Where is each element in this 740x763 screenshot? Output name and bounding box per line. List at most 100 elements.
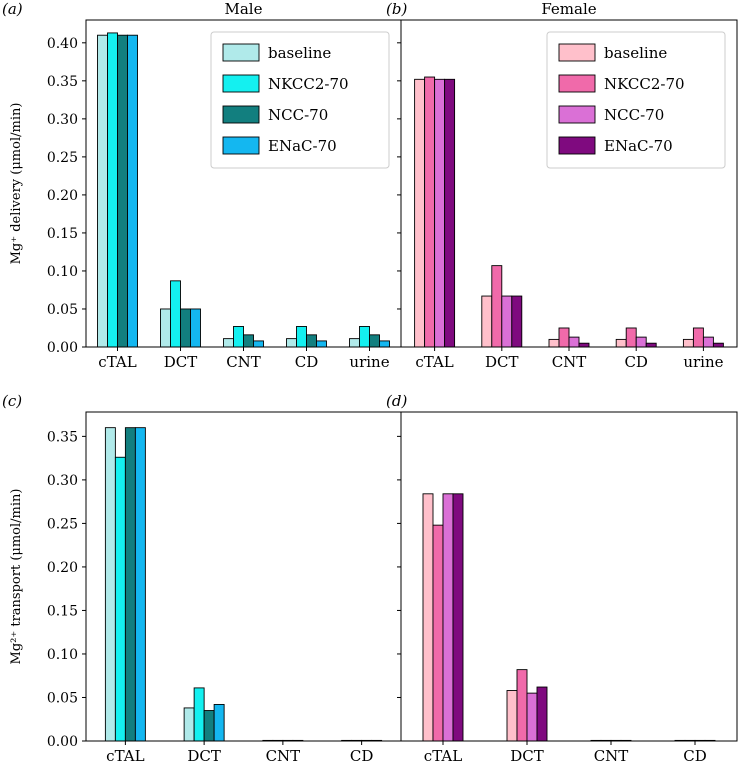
x-tick-label: urine [349,353,389,371]
panel-label: (d) [386,392,407,410]
bar-ncc-70-cd [635,336,647,348]
legend-swatch-nkcc2-70 [558,74,596,93]
bar-baseline-cnt [223,338,234,348]
bar-baseline-dct [506,690,518,742]
x-tick-label: CD [350,747,374,763]
y-tick-label: 0.35 [47,74,78,90]
bar-enac-70-dct [536,686,548,742]
legend-swatch-ncc-70 [558,105,596,124]
bar-enac-70-ctal [127,34,138,348]
x-tick-label: cTAL [424,747,462,763]
y-tick-label: 0.10 [47,647,78,663]
bar-enac-70-ctal [444,78,456,348]
bar-baseline-urine [349,338,360,348]
bar-enac-70-dct [213,703,225,742]
bar-ncc-70-ctal [434,78,446,348]
bar-nkcc2-70-dct [491,265,503,348]
bar-nkcc2-70-ctal [107,32,118,348]
bar-baseline-cd [286,338,297,348]
y-tick-label: 0.10 [47,264,78,280]
y-axis-label: Mg⁺ delivery (μmol/min) [9,103,24,265]
bar-nkcc2-70-ctal [432,524,444,742]
x-tick-label: CD [683,747,707,763]
legend-label-baseline: baseline [268,44,331,62]
bar-baseline-ctal [414,78,426,348]
y-tick-label: 0.40 [47,36,78,52]
x-tick-label: cTAL [106,747,144,763]
x-tick-label: CD [624,353,648,371]
y-tick-label: 0.15 [47,226,78,242]
bar-enac-70-urine [712,342,724,348]
legend-label-ncc-70: NCC-70 [268,106,328,124]
y-tick-label: 0.20 [47,560,78,576]
bar-baseline-dct [160,308,171,348]
y-tick-label: 0.30 [47,112,78,128]
bar-ncc-70-dct [501,295,513,348]
y-axis-label: Mg²⁺ transport (μmol/min) [9,489,24,665]
panel-label: (a) [2,0,23,18]
bar-ncc-70-cnt [243,334,254,348]
bar-ncc-70-cnt [568,336,580,348]
bar-nkcc2-70-ctal [424,76,436,348]
y-tick-label: 0.00 [47,340,78,356]
y-tick-label: 0.25 [47,516,78,532]
bar-ncc-70-dct [180,308,191,348]
bar-nkcc2-70-cnt [558,327,570,348]
bar-baseline-ctal [422,493,434,742]
bar-nkcc2-70-dct [516,669,528,742]
bar-enac-70-cd [316,340,327,348]
bar-ncc-70-ctal [117,34,128,348]
x-tick-label: DCT [510,747,544,763]
y-tick-label: 0.05 [47,302,78,318]
y-tick-label: 0.15 [47,603,78,619]
x-tick-label: cTAL [98,353,136,371]
bar-baseline-cnt [548,338,560,348]
legend-label-nkcc2-70: NKCC2-70 [604,75,685,93]
legend-label-enac-70: ENaC-70 [268,137,337,155]
bar-baseline-dct [183,707,195,742]
y-tick-label: 0.05 [47,690,78,706]
bar-enac-70-ctal [134,427,146,742]
bar-nkcc2-70-cd [625,327,637,348]
bar-ncc-70-urine [369,334,380,348]
y-tick-label: 0.20 [47,188,78,204]
x-tick-label: CD [295,353,319,371]
bar-enac-70-cnt [578,342,590,348]
x-tick-label: cTAL [415,353,453,371]
legend-label-ncc-70: NCC-70 [604,106,664,124]
bar-ncc-70-urine [702,336,714,348]
bar-nkcc2-70-dct [193,687,205,742]
legend-swatch-enac-70 [558,136,596,155]
axes-frame [400,411,738,742]
x-tick-label: CNT [552,353,587,371]
bar-nkcc2-70-dct [170,280,181,348]
bar-nkcc2-70-cnt [233,326,244,348]
legend-label-baseline: baseline [604,44,667,62]
bar-enac-70-cnt [253,340,264,348]
legend-box [546,31,726,169]
bar-ncc-70-ctal [124,427,136,742]
bar-nkcc2-70-urine [359,326,370,348]
bar-enac-70-dct [190,308,201,348]
bar-enac-70-ctal [452,493,464,742]
bar-nkcc2-70-urine [692,327,704,348]
legend-box [210,31,390,169]
bar-baseline-cd [615,338,627,348]
bar-ncc-70-ctal [442,493,454,742]
panel-label: (c) [2,392,22,410]
bar-ncc-70-dct [203,710,215,742]
panel-label: (b) [386,0,407,18]
panel-title: Female [541,0,596,18]
x-tick-label: DCT [164,353,198,371]
y-tick-label: 0.00 [47,734,78,750]
bar-baseline-dct [481,295,493,348]
bar-enac-70-dct [511,295,523,348]
x-tick-label: CNT [226,353,261,371]
x-tick-label: DCT [187,747,221,763]
legend-label-enac-70: ENaC-70 [604,137,673,155]
bar-baseline-ctal [97,34,108,348]
bar-nkcc2-70-cd [296,326,307,348]
panel-title: Male [225,0,263,18]
legend-swatch-nkcc2-70 [222,74,260,93]
